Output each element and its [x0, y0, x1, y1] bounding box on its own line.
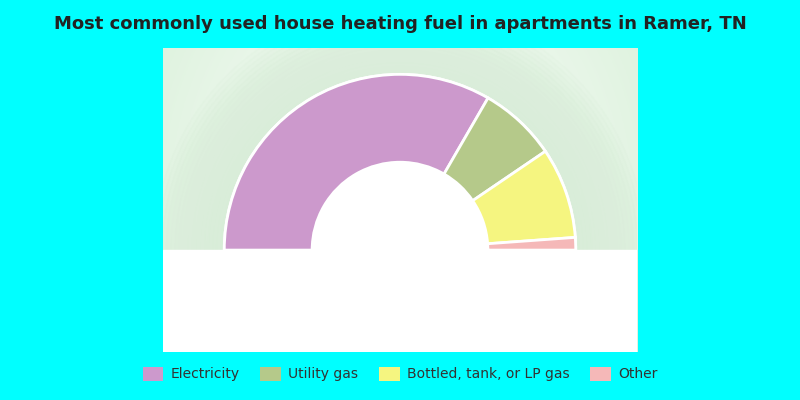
Circle shape: [234, 83, 566, 400]
Circle shape: [283, 133, 517, 367]
Circle shape: [229, 79, 571, 400]
Circle shape: [387, 238, 413, 262]
Wedge shape: [488, 237, 576, 250]
Circle shape: [304, 154, 496, 346]
Wedge shape: [224, 74, 488, 250]
Circle shape: [246, 96, 554, 400]
Circle shape: [317, 167, 483, 334]
Circle shape: [279, 129, 521, 371]
Circle shape: [162, 12, 638, 400]
Circle shape: [200, 50, 600, 400]
Wedge shape: [473, 151, 575, 244]
Circle shape: [321, 171, 479, 329]
Circle shape: [379, 229, 421, 271]
Circle shape: [325, 175, 475, 325]
Circle shape: [392, 242, 408, 258]
Circle shape: [166, 16, 634, 400]
Circle shape: [270, 121, 530, 379]
Circle shape: [383, 234, 417, 267]
Circle shape: [300, 150, 500, 350]
Circle shape: [242, 92, 558, 400]
Circle shape: [313, 162, 487, 338]
Circle shape: [225, 75, 575, 400]
Circle shape: [396, 246, 404, 254]
Circle shape: [275, 125, 525, 375]
Wedge shape: [444, 98, 546, 201]
Circle shape: [175, 25, 625, 400]
Wedge shape: [473, 151, 575, 244]
Circle shape: [350, 200, 450, 300]
Circle shape: [342, 192, 458, 308]
Circle shape: [312, 162, 488, 338]
Wedge shape: [224, 74, 488, 250]
Circle shape: [196, 46, 604, 400]
Circle shape: [262, 112, 538, 388]
Circle shape: [208, 58, 592, 400]
Circle shape: [366, 217, 434, 284]
Circle shape: [266, 117, 534, 384]
Circle shape: [362, 212, 438, 288]
Circle shape: [179, 29, 621, 400]
Circle shape: [170, 21, 630, 400]
Circle shape: [183, 33, 617, 400]
Circle shape: [329, 179, 471, 321]
Circle shape: [334, 183, 466, 317]
Circle shape: [287, 138, 513, 363]
Circle shape: [250, 100, 550, 400]
Circle shape: [254, 104, 546, 396]
Circle shape: [371, 221, 429, 279]
Circle shape: [238, 88, 562, 400]
Legend: Electricity, Utility gas, Bottled, tank, or LP gas, Other: Electricity, Utility gas, Bottled, tank,…: [137, 361, 663, 387]
Circle shape: [338, 188, 462, 313]
Wedge shape: [488, 237, 576, 250]
Circle shape: [258, 108, 542, 392]
Circle shape: [154, 4, 646, 400]
Circle shape: [358, 208, 442, 292]
Circle shape: [158, 8, 642, 400]
Circle shape: [291, 142, 509, 358]
Circle shape: [204, 54, 596, 400]
Text: Most commonly used house heating fuel in apartments in Ramer, TN: Most commonly used house heating fuel in…: [54, 15, 746, 33]
Circle shape: [191, 42, 609, 400]
Circle shape: [217, 67, 583, 400]
Circle shape: [212, 62, 588, 400]
Bar: [162, 250, 638, 352]
Circle shape: [187, 38, 613, 400]
Circle shape: [375, 225, 425, 275]
Circle shape: [296, 146, 504, 354]
Wedge shape: [444, 98, 546, 201]
Circle shape: [346, 196, 454, 304]
Circle shape: [354, 204, 446, 296]
Circle shape: [308, 158, 492, 342]
Circle shape: [221, 71, 579, 400]
